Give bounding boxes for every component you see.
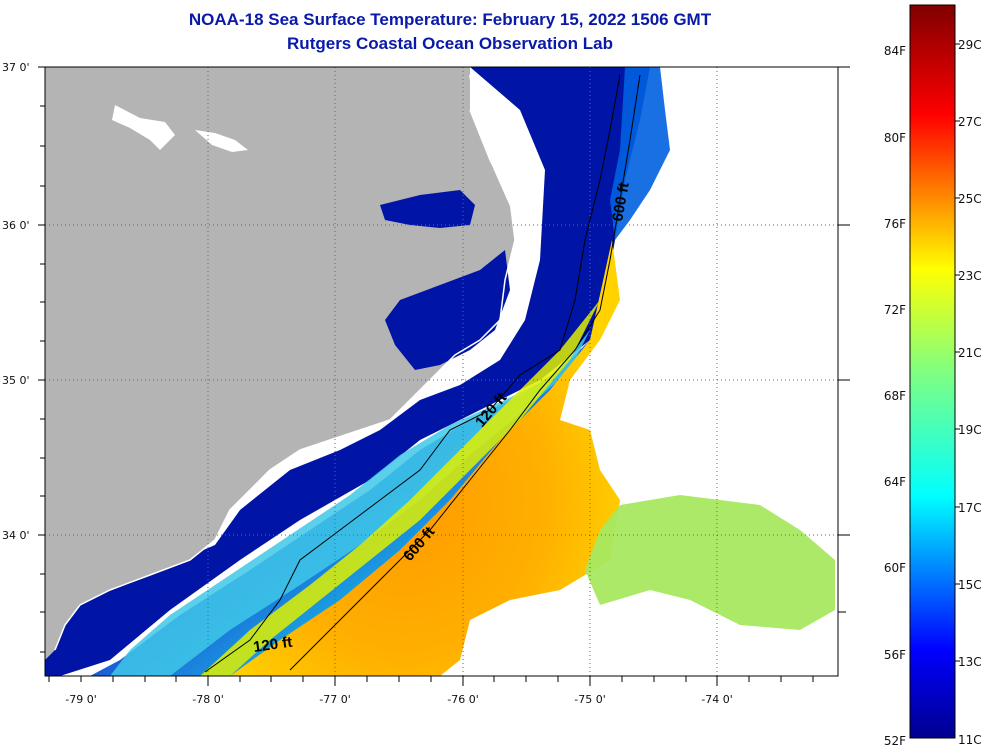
colorbar-label-c: 19C — [958, 423, 982, 437]
offshore-eddy — [585, 495, 835, 630]
colorbar-label-c: 13C — [958, 655, 982, 669]
lon-label: -77 0' — [319, 693, 351, 706]
colorbar-label-c: 21C — [958, 346, 982, 360]
inland-lake — [112, 105, 175, 150]
map-title: NOAA-18 Sea Surface Temperature: Februar… — [188, 10, 712, 29]
colorbar-label-c: 23C — [958, 269, 982, 283]
colorbar-label-c: 29C — [958, 38, 982, 52]
contour-label-120ft-south: 120 ft — [252, 634, 293, 656]
lat-label: 35 0' — [2, 374, 30, 387]
lon-label: -76 0' — [447, 693, 479, 706]
map-border — [44, 66, 839, 677]
colorbar-label-c: 15C — [958, 578, 982, 592]
colorbar-label-f: 72F — [884, 303, 906, 317]
lat-ticks — [38, 66, 850, 653]
colorbar-label-f: 84F — [884, 44, 906, 58]
colorbar-label-f: 68F — [884, 389, 906, 403]
lat-label: 37 0' — [2, 61, 30, 74]
contour-600ft — [289, 74, 641, 671]
inner-shelf-band — [110, 330, 590, 676]
colorbar-label-f: 76F — [884, 217, 906, 231]
colorbar-label-f: 80F — [884, 131, 906, 145]
contour-120ft — [204, 74, 621, 673]
contour-label-600ft-north: 600 ft — [609, 181, 633, 223]
colorbar-label-f: 60F — [884, 561, 906, 575]
bathymetry-contours — [204, 74, 641, 673]
lat-label: 36 0' — [2, 219, 30, 232]
lon-label: -79 0' — [65, 693, 97, 706]
lon-label: -75 0' — [574, 693, 606, 706]
map-subtitle: Rutgers Coastal Ocean Observation Lab — [287, 34, 613, 53]
colorbar-ticks — [955, 43, 960, 662]
colorbar-label-c: 17C — [958, 501, 982, 515]
colorbar-label-c: 25C — [958, 192, 982, 206]
colorbar-label-f: 52F — [884, 734, 906, 748]
coastline — [54, 109, 516, 651]
colorbar-label-c: 11C — [958, 733, 982, 747]
colorbar-label-f: 56F — [884, 648, 906, 662]
colorbar-label-c: 27C — [958, 115, 982, 129]
albemarle-sound — [380, 190, 475, 228]
lon-ticks — [48, 676, 814, 686]
gulf-stream-warm-water — [230, 240, 620, 676]
outer-banks — [469, 74, 524, 356]
colorbar-label-f: 64F — [884, 475, 906, 489]
lat-label: 34 0' — [2, 529, 30, 542]
lon-label: -74 0' — [701, 693, 733, 706]
colorbar-fahrenheit-labels: 84F 80F 76F 72F 68F 64F 60F 56F 52F — [884, 44, 906, 748]
colorbar — [909, 4, 956, 739]
lon-label: -78 0' — [192, 693, 224, 706]
northern-offshore-water — [610, 67, 670, 240]
graticule — [45, 67, 838, 676]
colorbar-celsius-labels: 29C 27C 25C 23C 21C 19C 17C 15C 13C 11C — [958, 38, 982, 747]
